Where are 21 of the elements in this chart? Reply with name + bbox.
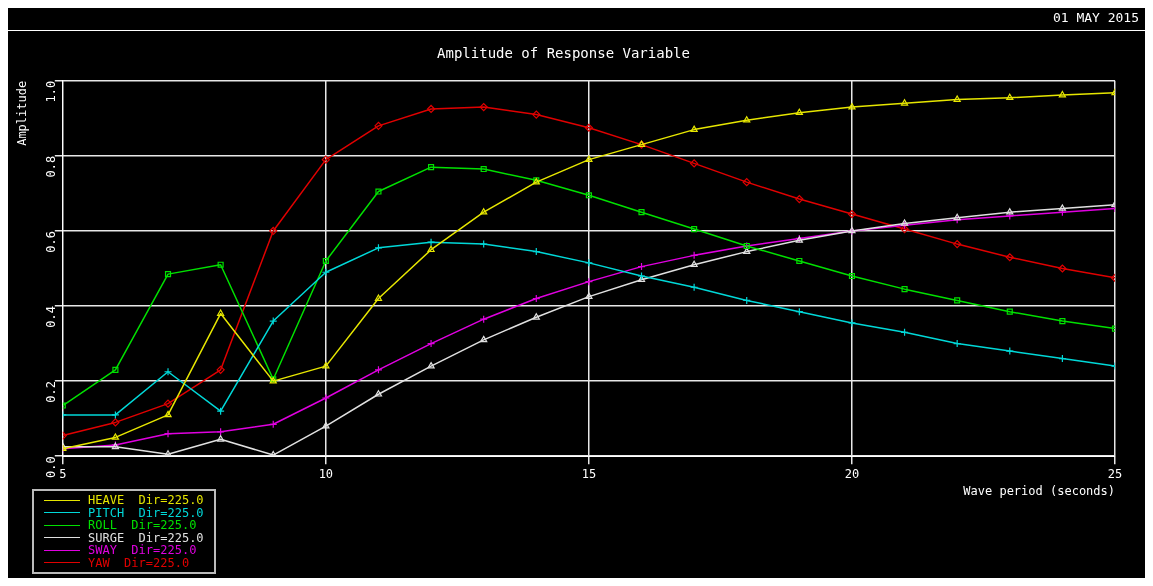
chart-title: Amplitude of Response Variable xyxy=(437,45,690,62)
x-tick-label: 15 xyxy=(581,466,597,481)
legend-label: SWAY Dir=225.0 xyxy=(88,543,197,557)
x-axis-title: Wave period (seconds) xyxy=(963,483,1115,498)
x-tick-label: 5 xyxy=(59,466,67,481)
y-tick-label: 0.0 xyxy=(43,456,58,478)
x-tick-label: 10 xyxy=(318,466,334,481)
x-tick-label: 25 xyxy=(1107,466,1123,481)
legend-label: SURGE Dir=225.0 xyxy=(88,530,204,545)
legend-label: PITCH Dir=225.0 xyxy=(88,505,204,520)
y-tick-label: 0.4 xyxy=(43,306,58,328)
text: 01 MAY 2015 xyxy=(1052,9,1139,25)
legend-label: YAW Dir=225.0 xyxy=(88,555,190,570)
legend-label: ROLL Dir=225.0 xyxy=(88,518,197,532)
y-tick-label: 0.6 xyxy=(43,230,58,253)
y-tick-label: 0.8 xyxy=(43,155,58,178)
y-tick-label: 1.0 xyxy=(43,80,58,103)
y-tick-label: 0.2 xyxy=(43,381,58,403)
legend-label: HEAVE Dir=225.0 xyxy=(88,493,204,507)
x-tick-label: 20 xyxy=(844,466,860,481)
y-axis-title: Amplitude xyxy=(15,80,30,146)
